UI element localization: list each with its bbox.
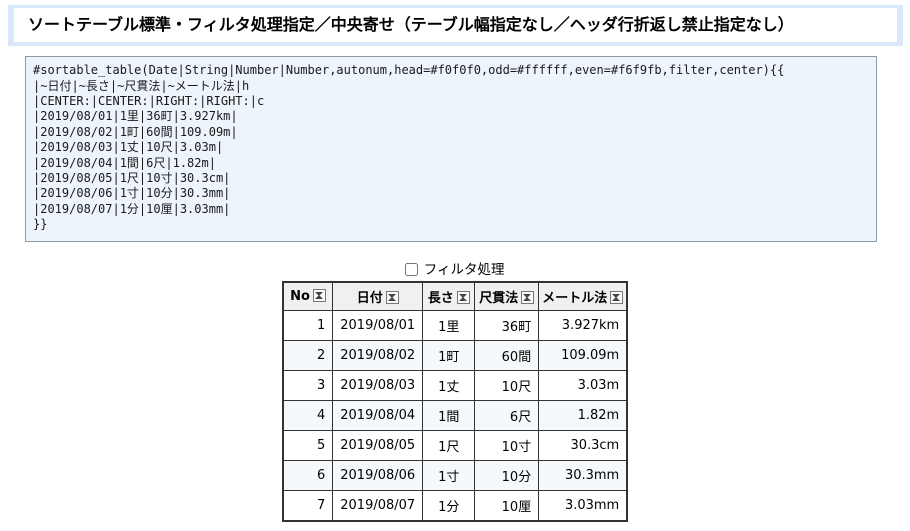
column-label-metric: メートル法 [542,290,608,306]
column-header-metric[interactable]: メートル法 [538,281,628,311]
cell-length: 1尺 [422,429,476,461]
cell-length: 1丈 [422,369,476,401]
column-label-shaku: 尺貫法 [479,290,519,306]
cell-metric: 30.3mm [538,459,628,491]
filter-checkbox[interactable] [405,262,419,276]
cell-shaku: 6尺 [474,399,540,431]
sort-toggle-icon[interactable] [312,288,326,302]
column-header-length[interactable]: 長さ [422,281,476,311]
cell-no: 2 [282,339,334,371]
cell-length: 1寸 [422,459,476,491]
cell-date: 2019/08/07 [332,489,424,522]
table-row: 6 2019/08/06 1寸 10分 30.3mm [282,459,628,491]
column-label-length: 長さ [427,290,454,306]
table-row: 1 2019/08/01 1里 36町 3.927km [282,309,628,341]
code-block: #sortable_table(Date|String|Number|Numbe… [25,56,877,242]
table-row: 4 2019/08/04 1間 6尺 1.82m [282,399,628,431]
sort-toggle-icon[interactable] [521,290,535,304]
cell-metric: 109.09m [538,339,628,371]
table-row: 7 2019/08/07 1分 10厘 3.03mm [282,489,628,522]
column-header-shaku[interactable]: 尺貫法 [474,281,540,311]
cell-no: 1 [282,309,334,341]
table-header-row: No 日付 長さ 尺貫法 メートル法 [282,281,628,311]
cell-date: 2019/08/06 [332,459,424,491]
sort-toggle-icon[interactable] [456,290,470,304]
cell-metric: 1.82m [538,399,628,431]
sortable-table: No 日付 長さ 尺貫法 メートル法 1 2019/08/01 1里 36町 3.927km 2 2… [281,280,629,522]
cell-length: 1間 [422,399,476,431]
cell-length: 1町 [422,339,476,371]
cell-date: 2019/08/04 [332,399,424,431]
cell-shaku: 60間 [474,339,540,371]
cell-date: 2019/08/03 [332,369,424,401]
column-label-no: No [290,288,310,304]
cell-shaku: 36町 [474,309,540,341]
column-header-no[interactable]: No [282,281,334,311]
cell-shaku: 10尺 [474,369,540,401]
cell-shaku: 10厘 [474,489,540,522]
page-heading-frame: ソートテーブル標準・フィルタ処理指定／中央寄せ（テーブル幅指定なし／ヘッダ行折返… [8,5,903,47]
cell-metric: 3.03m [538,369,628,401]
cell-no: 7 [282,489,334,522]
cell-date: 2019/08/02 [332,339,424,371]
table-row: 5 2019/08/05 1尺 10寸 30.3cm [282,429,628,461]
column-label-date: 日付 [356,290,383,306]
cell-shaku: 10分 [474,459,540,491]
cell-no: 6 [282,459,334,491]
cell-no: 3 [282,369,334,401]
cell-metric: 3.03mm [538,489,628,522]
filter-label[interactable]: フィルタ処理 [423,261,505,278]
cell-metric: 30.3cm [538,429,628,461]
cell-no: 5 [282,429,334,461]
column-header-date[interactable]: 日付 [332,281,424,311]
cell-length: 1分 [422,489,476,522]
cell-shaku: 10寸 [474,429,540,461]
sort-toggle-icon[interactable] [385,290,399,304]
table-row: 3 2019/08/03 1丈 10尺 3.03m [282,369,628,401]
cell-metric: 3.927km [538,309,628,341]
sort-toggle-icon[interactable] [610,290,624,304]
table-row: 2 2019/08/02 1町 60間 109.09m [282,339,628,371]
page-title: ソートテーブル標準・フィルタ処理指定／中央寄せ（テーブル幅指定なし／ヘッダ行折返… [14,8,897,43]
cell-length: 1里 [422,309,476,341]
cell-no: 4 [282,399,334,431]
filter-caption: フィルタ処理 [0,261,910,279]
cell-date: 2019/08/01 [332,309,424,341]
cell-date: 2019/08/05 [332,429,424,461]
